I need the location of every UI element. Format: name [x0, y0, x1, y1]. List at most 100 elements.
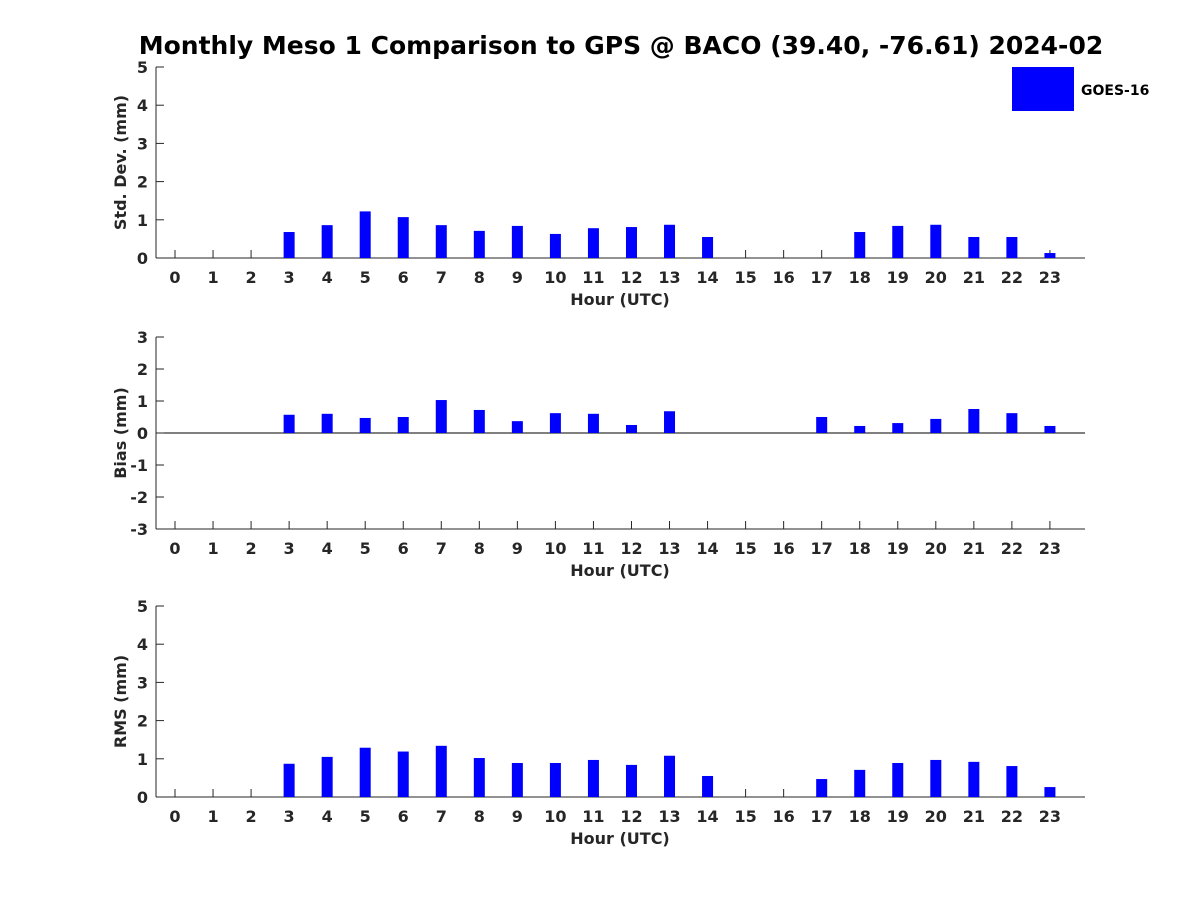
bar-hour-20	[930, 224, 942, 258]
bar-hour-7	[435, 400, 447, 433]
x-tick-label: 14	[696, 539, 718, 558]
x-tick-label: 13	[658, 268, 680, 287]
x-axis-label: Hour (UTC)	[570, 561, 670, 580]
x-tick-label: 19	[887, 268, 909, 287]
x-tick-label: 19	[887, 807, 909, 826]
y-tick-label: 2	[137, 712, 148, 731]
legend-entry: GOES-16	[1081, 83, 1149, 99]
y-tick-label: 2	[137, 173, 148, 192]
x-tick-label: 12	[620, 268, 642, 287]
bar-hour-10	[549, 233, 561, 258]
y-tick-label: 0	[137, 424, 148, 443]
bar-hour-6	[397, 217, 409, 258]
x-tick-label: 15	[734, 539, 756, 558]
bar-hour-3	[283, 763, 295, 797]
x-tick-label: 16	[773, 539, 795, 558]
y-axis-label: Bias (mm)	[111, 387, 130, 479]
legend: GOES-16	[1012, 67, 1149, 111]
x-tick-label: 5	[360, 268, 371, 287]
x-tick-label: 18	[849, 268, 871, 287]
legend-swatch	[1012, 67, 1074, 111]
x-tick-label: 4	[322, 268, 333, 287]
x-tick-label: 23	[1039, 807, 1061, 826]
x-tick-label: 5	[360, 807, 371, 826]
x-tick-label: 4	[322, 807, 333, 826]
bar-hour-3	[283, 414, 295, 433]
x-tick-label: 13	[658, 807, 680, 826]
x-tick-label: 11	[582, 268, 604, 287]
bar-hour-22	[1006, 766, 1018, 797]
bar-hour-23	[1044, 253, 1056, 258]
bar-hour-4	[321, 756, 333, 797]
x-tick-label: 20	[925, 807, 947, 826]
bar-hour-8	[473, 230, 485, 258]
bar-hour-18	[854, 769, 866, 797]
bar-hour-14	[702, 775, 714, 797]
x-tick-label: 8	[474, 807, 485, 826]
bar-hour-18	[854, 232, 866, 258]
bar-hour-10	[549, 763, 561, 797]
x-tick-label: 11	[582, 807, 604, 826]
x-tick-label: 17	[811, 807, 833, 826]
x-tick-label: 0	[169, 539, 180, 558]
bar-hour-11	[587, 759, 599, 797]
bar-hour-5	[359, 417, 371, 433]
y-tick-label: 3	[137, 673, 148, 692]
x-tick-label: 9	[512, 539, 523, 558]
x-tick-label: 3	[284, 539, 295, 558]
x-tick-label: 20	[925, 268, 947, 287]
x-tick-label: 21	[963, 539, 985, 558]
bar-hour-23	[1044, 787, 1056, 797]
x-tick-label: 16	[773, 268, 795, 287]
bar-hour-11	[587, 413, 599, 433]
x-axis-label: Hour (UTC)	[570, 829, 670, 848]
bar-hour-22	[1006, 236, 1018, 258]
y-tick-label: 5	[137, 58, 148, 77]
y-tick-label: -2	[130, 488, 148, 507]
bar-hour-5	[359, 211, 371, 258]
x-tick-label: 20	[925, 539, 947, 558]
y-tick-label: 4	[137, 96, 148, 115]
x-tick-label: 9	[512, 268, 523, 287]
x-tick-label: 13	[658, 539, 680, 558]
x-tick-label: 5	[360, 539, 371, 558]
y-tick-label: 3	[137, 134, 148, 153]
bar-hour-13	[664, 411, 676, 433]
bar-hour-19	[892, 423, 904, 433]
y-tick-label: 3	[137, 328, 148, 347]
bar-hour-21	[968, 409, 980, 433]
bar-hour-12	[625, 227, 637, 258]
x-tick-label: 1	[207, 807, 218, 826]
bar-hour-6	[397, 751, 409, 797]
x-tick-label: 22	[1001, 268, 1023, 287]
y-tick-label: 0	[137, 788, 148, 807]
x-tick-label: 22	[1001, 807, 1023, 826]
bar-hour-21	[968, 761, 980, 797]
x-tick-label: 1	[207, 539, 218, 558]
bar-hour-12	[625, 764, 637, 797]
x-tick-label: 7	[436, 539, 447, 558]
x-tick-label: 10	[544, 807, 566, 826]
y-tick-label: 4	[137, 635, 148, 654]
x-tick-label: 2	[246, 807, 257, 826]
bar-hour-9	[511, 421, 523, 433]
x-tick-label: 21	[963, 268, 985, 287]
bar-hour-17	[816, 417, 828, 433]
bar-hour-5	[359, 747, 371, 797]
y-tick-label: 1	[137, 392, 148, 411]
x-tick-label: 2	[246, 539, 257, 558]
x-tick-label: 14	[696, 807, 718, 826]
bar-hour-23	[1044, 425, 1056, 433]
bar-hour-22	[1006, 413, 1018, 433]
x-tick-label: 0	[169, 807, 180, 826]
bar-hour-19	[892, 763, 904, 797]
bar-hour-9	[511, 225, 523, 258]
bar-hour-8	[473, 409, 485, 433]
x-tick-label: 17	[811, 539, 833, 558]
bar-hour-13	[664, 224, 676, 258]
y-tick-label: 2	[137, 360, 148, 379]
x-tick-label: 12	[620, 539, 642, 558]
